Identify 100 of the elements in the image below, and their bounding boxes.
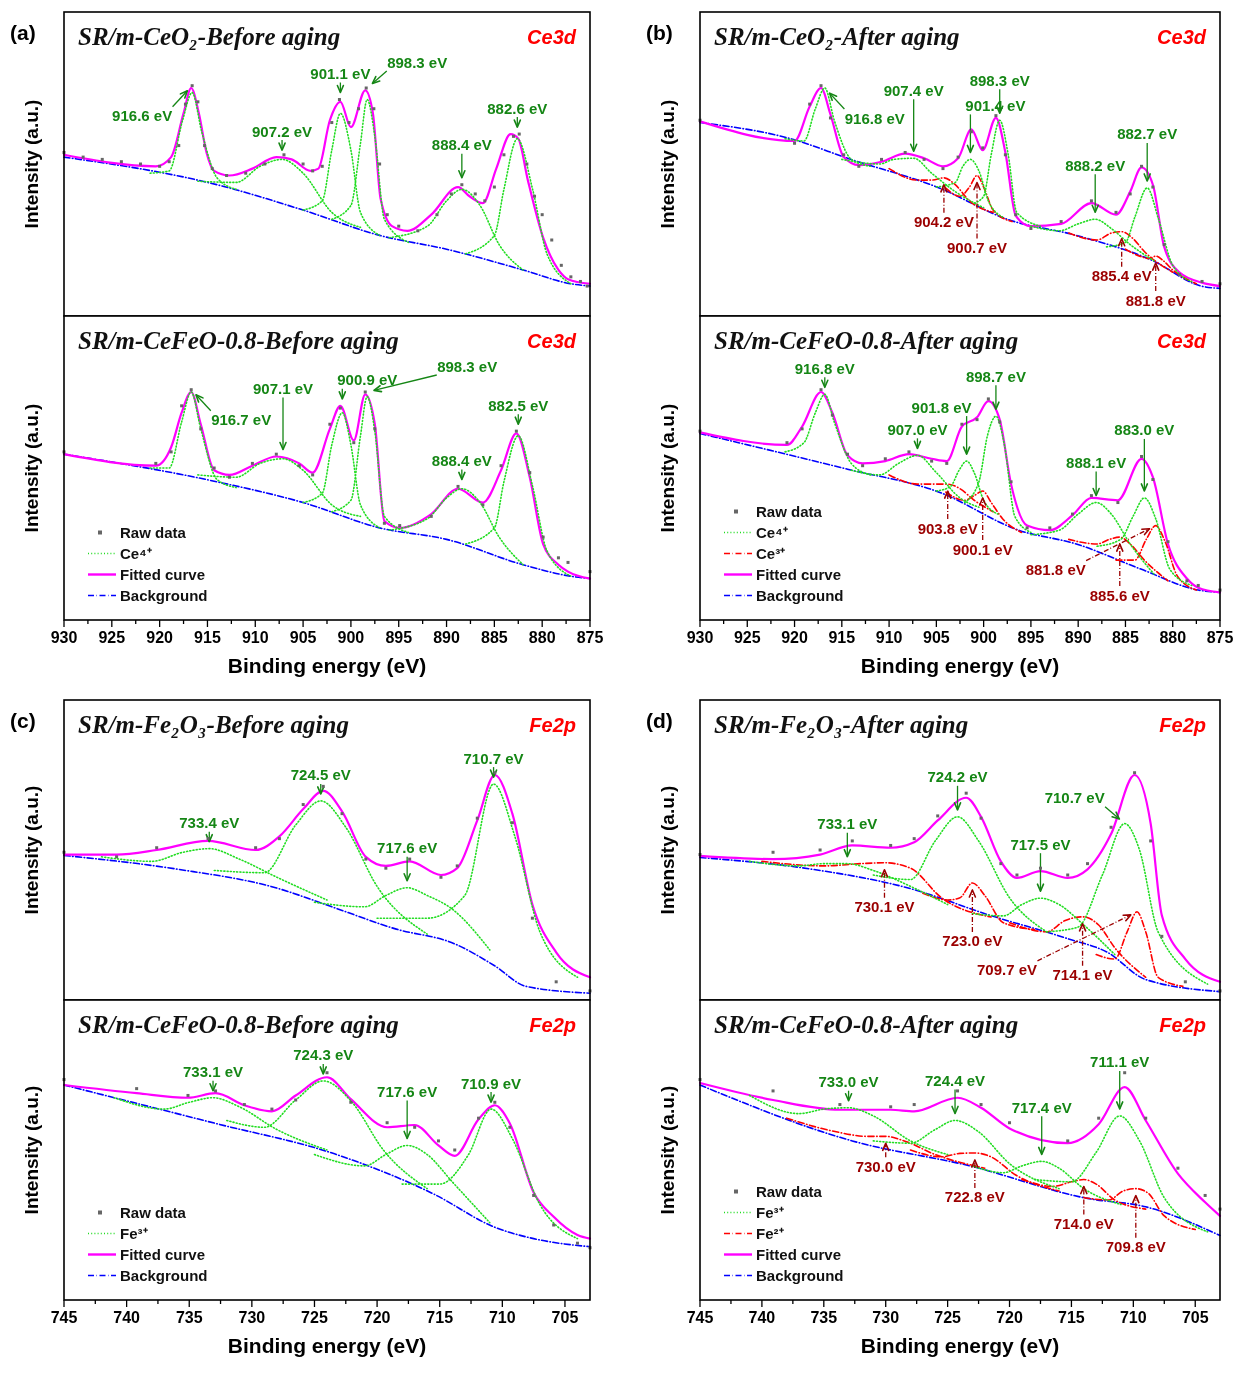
chart-title: SR/m-CeFeO-0.8-After aging	[714, 327, 1019, 354]
chart-title: SR/m-CeO₂-Before aging	[78, 23, 341, 50]
annotation: 904.2 eV	[913, 213, 974, 231]
x-tick-label: 730	[872, 1309, 900, 1326]
y-axis-title: Intensity (a.u.)	[657, 99, 678, 229]
y-axis-title: Intensity (a.u.)	[21, 1085, 42, 1215]
chart-title: SR/m-CeO₂-After aging	[714, 23, 960, 50]
annotation: 730.0 eV	[855, 1157, 916, 1175]
chart-subtitle: Ce3d	[527, 26, 577, 48]
annotation: 733.1 eV	[183, 1063, 244, 1081]
x-tick-label: 890	[1064, 629, 1092, 646]
x-tick-label: 920	[146, 629, 174, 646]
x-tick-label: 715	[1058, 1309, 1085, 1326]
legend-label: Ce³⁺	[756, 544, 786, 562]
annotation: 885.4 eV	[1091, 267, 1152, 285]
text: (a)	[10, 21, 36, 44]
x-tick-label: 875	[1206, 629, 1234, 646]
x-tick-label: 930	[50, 629, 78, 646]
annotation: 888.1 eV	[1066, 454, 1127, 472]
annotation: 903.8 eV	[917, 519, 978, 537]
legend-label: Raw data	[120, 1203, 187, 1221]
legend-label: Ce⁴⁺	[756, 523, 788, 541]
annotation: 881.8 eV	[1025, 561, 1086, 579]
x-tick-label: 710	[1119, 1309, 1147, 1326]
annotation: 733.0 eV	[818, 1073, 879, 1091]
annotation: 888.4 eV	[431, 451, 492, 469]
annotation: 907.1 eV	[252, 379, 314, 397]
x-tick-label: 910	[875, 629, 903, 646]
chart-title: SR/m-CeFeO-0.8-After aging	[714, 1011, 1019, 1038]
annotation: 723.0 eV	[942, 932, 1003, 950]
y-axis-title: Intensity (a.u.)	[21, 403, 42, 533]
chart-title: SR/m-Fe₂O₃-Before aging	[78, 711, 349, 738]
annotation: 898.3 eV	[387, 53, 448, 71]
x-tick-label: 925	[98, 629, 126, 646]
annotation: 730.1 eV	[854, 898, 915, 916]
x-tick-label: 930	[686, 629, 714, 646]
annotation: 710.9 eV	[461, 1074, 522, 1092]
text: (d)	[646, 709, 673, 732]
annotation: 901.8 eV	[911, 398, 972, 416]
legend-label: Fitted curve	[120, 565, 206, 583]
legend-label: Background	[756, 586, 844, 604]
annotation: 916.7 eV	[211, 411, 272, 429]
chart-title: SR/m-CeFeO-0.8-Before aging	[78, 327, 399, 354]
x-tick-label: 880	[528, 629, 556, 646]
legend-label: Fitted curve	[756, 565, 842, 583]
x-axis-title: Binding energy (eV)	[227, 654, 427, 677]
x-tick-label: 905	[923, 629, 950, 646]
annotation: 898.7 eV	[965, 367, 1026, 385]
annotation: 907.4 eV	[883, 81, 944, 99]
x-tick-label: 885	[1112, 629, 1139, 646]
x-tick-label: 735	[175, 1309, 203, 1326]
x-tick-label: 710	[488, 1309, 516, 1326]
legend-label: Fitted curve	[120, 1245, 206, 1263]
annotation: 722.8 eV	[944, 1188, 1005, 1206]
x-tick-label: 915	[194, 629, 221, 646]
x-tick-label: 735	[810, 1309, 838, 1326]
chart-subtitle: Fe2p	[529, 1014, 576, 1036]
x-tick-label: 705	[551, 1309, 579, 1326]
legend-label: Background	[756, 1266, 844, 1284]
x-tick-label: 740	[113, 1309, 141, 1326]
x-tick-label: 725	[301, 1309, 328, 1326]
annotation: 710.7 eV	[463, 749, 524, 767]
chart-subtitle: Ce3d	[527, 330, 577, 352]
x-tick-label: 875	[576, 629, 604, 646]
chart-subtitle: Fe2p	[1159, 714, 1206, 736]
legend-label: Fe²⁺	[756, 1224, 784, 1242]
annotation: 724.3 eV	[293, 1046, 354, 1064]
legend-label: Fe³⁺	[120, 1224, 148, 1242]
annotation: 882.5 eV	[488, 396, 549, 414]
annotation: 717.5 eV	[1010, 835, 1071, 853]
annotation: 898.3 eV	[437, 357, 498, 375]
annotation: 717.4 eV	[1011, 1098, 1072, 1116]
x-axis-title: Binding energy (eV)	[860, 1334, 1060, 1357]
x-tick-label: 715	[426, 1309, 454, 1326]
chart-subtitle: Ce3d	[1157, 26, 1207, 48]
y-axis-title: Intensity (a.u.)	[657, 1085, 678, 1215]
text: (b)	[646, 21, 673, 44]
annotation: 724.5 eV	[290, 766, 351, 784]
chart-subtitle: Fe2p	[529, 714, 576, 736]
y-axis-title: Intensity (a.u.)	[21, 99, 42, 229]
legend-label: Raw data	[120, 523, 187, 541]
x-tick-label: 705	[1181, 1309, 1209, 1326]
legend-label: Raw data	[756, 502, 823, 520]
annotation: 709.8 eV	[1105, 1238, 1166, 1256]
legend-label: Background	[120, 586, 208, 604]
chart-title: SR/m-Fe₂O₃-After aging	[714, 711, 969, 738]
y-axis-title: Intensity (a.u.)	[657, 785, 678, 915]
x-tick-label: 910	[241, 629, 269, 646]
annotation: 916.8 eV	[844, 109, 905, 127]
x-tick-label: 925	[733, 629, 761, 646]
x-tick-label: 905	[289, 629, 317, 646]
legend-label: Fitted curve	[756, 1245, 842, 1263]
annotation: 717.6 eV	[377, 839, 438, 857]
x-tick-label: 880	[1159, 629, 1187, 646]
annotation: 711.1 eV	[1090, 1053, 1150, 1071]
chart-subtitle: Fe2p	[1159, 1014, 1206, 1036]
legend-label: Ce⁴⁺	[120, 544, 152, 562]
x-tick-label: 745	[50, 1309, 78, 1326]
annotation: 916.8 eV	[794, 359, 855, 377]
annotation: 709.7 eV	[977, 961, 1038, 979]
